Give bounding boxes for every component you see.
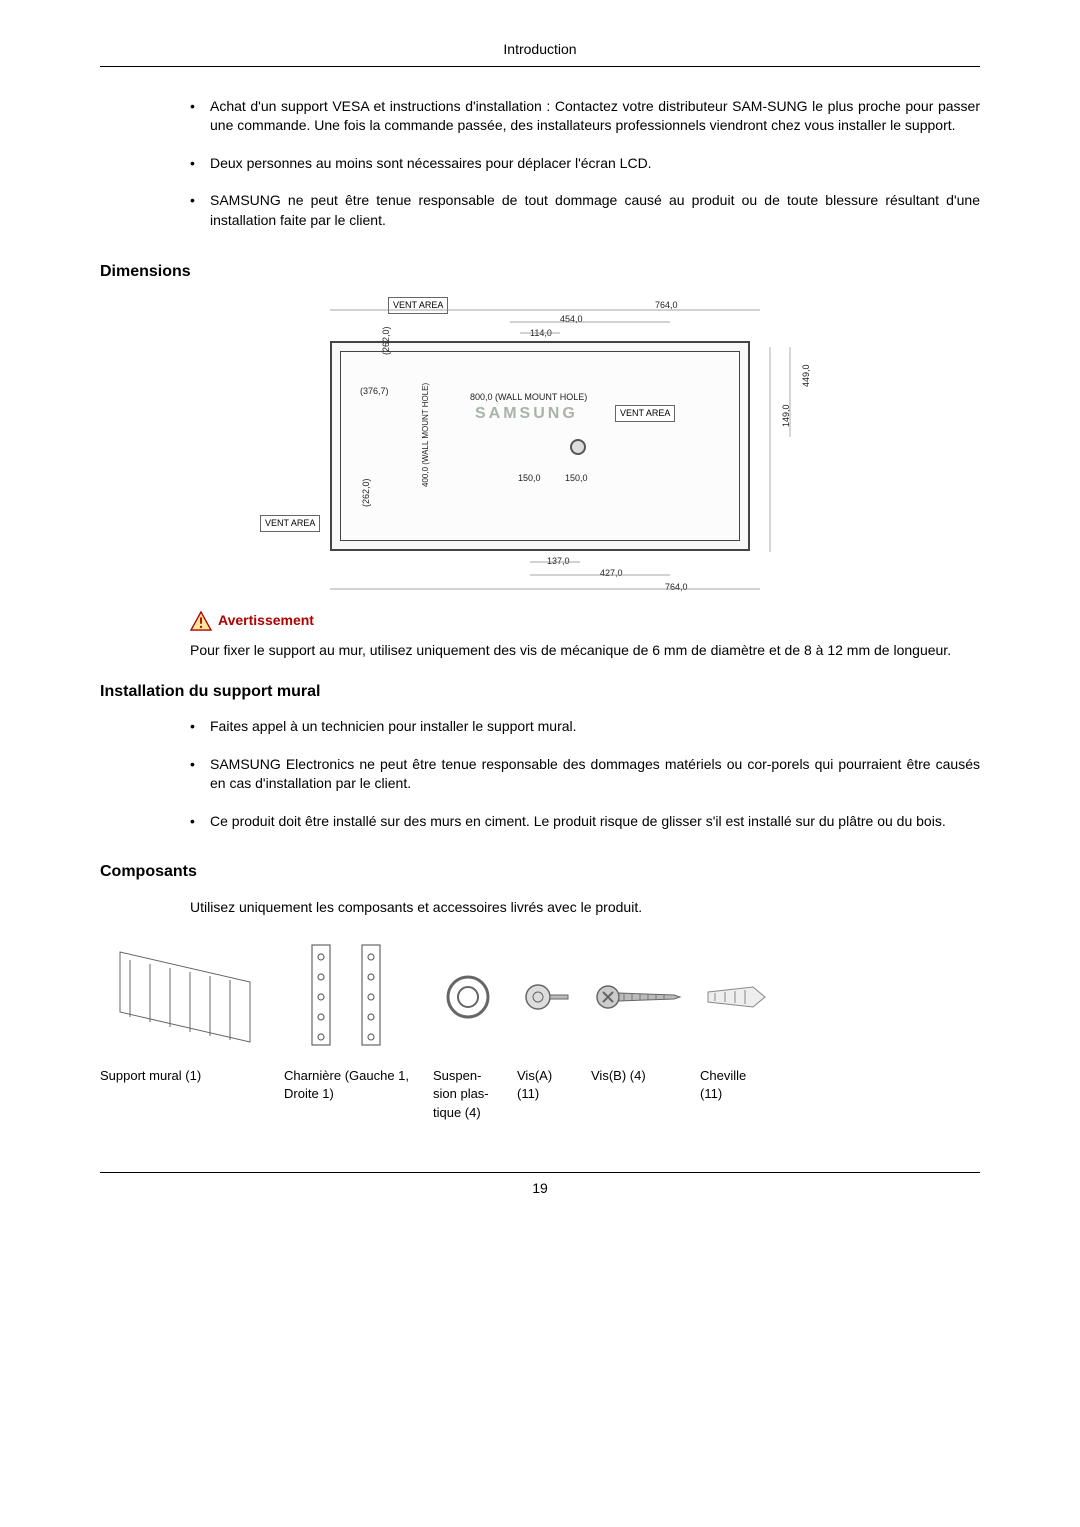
list-item: • SAMSUNG ne peut être tenue responsable…	[190, 191, 980, 230]
bullet-dot-icon: •	[190, 191, 210, 230]
vent-area-label: VENT AREA	[260, 515, 320, 532]
bullet-text: Faites appel à un technicien pour instal…	[210, 717, 980, 737]
bullet-text: SAMSUNG Electronics ne peut être tenue r…	[210, 755, 980, 794]
comp-wall-bracket	[100, 937, 270, 1057]
section-dimensions: Dimensions	[100, 261, 980, 283]
comp-anchor	[700, 937, 770, 1057]
warning-row: Avertissement	[190, 611, 980, 631]
comp-caption: Vis(A) (11)	[517, 1067, 577, 1122]
bullet-dot-icon: •	[190, 755, 210, 794]
bullet-text: Achat d'un support VESA et instructions …	[210, 97, 980, 136]
warning-icon	[190, 611, 212, 631]
bullet-text: Deux personnes au moins sont nécessaires…	[210, 154, 980, 174]
comp-screw-b	[591, 937, 686, 1057]
hinge-icon	[284, 937, 419, 1057]
warning-text: Pour fixer le support au mur, utilisez u…	[190, 641, 980, 661]
components-images	[100, 937, 980, 1057]
page-footer: 19	[100, 1172, 980, 1199]
section-components: Composants	[100, 861, 980, 883]
section-install: Installation du support mural	[100, 681, 980, 703]
comp-screw-a	[517, 937, 577, 1057]
comp-hinges	[284, 937, 419, 1057]
header-title: Introduction	[503, 41, 576, 57]
warning-label: Avertissement	[218, 611, 314, 631]
page-header: Introduction	[100, 40, 980, 67]
bullet-text: SAMSUNG ne peut être tenue responsable d…	[210, 191, 980, 230]
bullet-dot-icon: •	[190, 97, 210, 136]
list-item: • Ce produit doit être installé sur des …	[190, 812, 980, 832]
components-intro: Utilisez uniquement les composants et ac…	[190, 898, 980, 918]
comp-plastic-hanger	[433, 937, 503, 1057]
dim-lines-icon	[330, 307, 800, 597]
components-captions: Support mural (1) Charnière (Gauche 1, D…	[100, 1067, 980, 1122]
list-item: • SAMSUNG Electronics ne peut être tenue…	[190, 755, 980, 794]
comp-caption: Charnière (Gauche 1, Droite 1)	[284, 1067, 419, 1122]
screw-a-icon	[517, 937, 577, 1057]
wall-bracket-icon	[100, 937, 270, 1057]
list-item: • Achat d'un support VESA et instruction…	[190, 97, 980, 136]
bullet-text: Ce produit doit être installé sur des mu…	[210, 812, 980, 832]
bullet-dot-icon: •	[190, 154, 210, 174]
comp-caption: Support mural (1)	[100, 1067, 270, 1122]
plastic-hanger-icon	[433, 937, 503, 1057]
intro-bullets: • Achat d'un support VESA et instruction…	[190, 97, 980, 231]
bullet-dot-icon: •	[190, 812, 210, 832]
comp-caption: Cheville (11)	[700, 1067, 770, 1122]
comp-caption: Vis(B) (4)	[591, 1067, 686, 1122]
anchor-icon	[700, 937, 770, 1057]
dim-label: 449,0	[800, 364, 813, 387]
list-item: • Deux personnes au moins sont nécessair…	[190, 154, 980, 174]
comp-caption: Suspen-sion plas-tique (4)	[433, 1067, 503, 1122]
screw-b-icon	[591, 937, 686, 1057]
install-bullets: • Faites appel à un technicien pour inst…	[190, 717, 980, 831]
page-number: 19	[532, 1180, 548, 1196]
bullet-dot-icon: •	[190, 717, 210, 737]
dimensions-diagram: VENT AREA VENT AREA VENT AREA 764,0 454,…	[260, 297, 820, 597]
list-item: • Faites appel à un technicien pour inst…	[190, 717, 980, 737]
